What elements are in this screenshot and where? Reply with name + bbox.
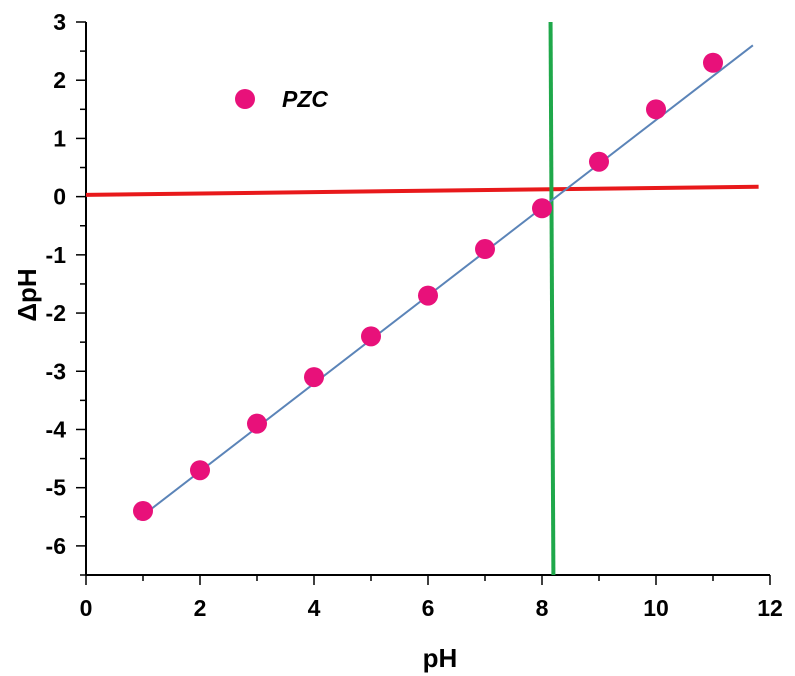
x-tick-label: 10 bbox=[643, 595, 669, 621]
x-tick-label: 8 bbox=[536, 595, 549, 621]
data-point bbox=[532, 198, 552, 219]
data-point bbox=[703, 52, 723, 73]
data-point bbox=[247, 413, 267, 434]
y-tick-label: 2 bbox=[53, 67, 66, 93]
y-tick-label: -6 bbox=[46, 533, 66, 559]
y-tick-label: 0 bbox=[53, 184, 66, 210]
legend-label: PZC bbox=[282, 86, 328, 112]
data-point bbox=[418, 285, 438, 306]
y-tick-label: -1 bbox=[46, 242, 67, 268]
y-tick-label: -5 bbox=[46, 475, 67, 501]
x-tick-label: 0 bbox=[80, 595, 93, 621]
data-point bbox=[190, 460, 210, 481]
horizontal-reference-line bbox=[85, 184, 759, 197]
data-point bbox=[589, 151, 609, 172]
x-axis-title: pH bbox=[423, 643, 458, 673]
y-tick-label: 3 bbox=[53, 9, 66, 35]
x-tick-label: 4 bbox=[308, 595, 321, 621]
legend-marker bbox=[235, 89, 255, 109]
y-axis-title: ΔpH bbox=[12, 268, 42, 321]
data-point bbox=[646, 99, 666, 120]
reference-lines bbox=[85, 21, 759, 576]
data-point bbox=[304, 367, 324, 388]
data-point bbox=[133, 500, 153, 521]
x-tick-label: 2 bbox=[194, 595, 207, 621]
data-point bbox=[475, 239, 495, 260]
fit-line bbox=[136, 44, 754, 521]
data-point bbox=[361, 326, 381, 347]
legend: PZC bbox=[235, 86, 328, 112]
y-tick-label: -2 bbox=[46, 300, 66, 326]
x-tick-label: 12 bbox=[757, 595, 783, 621]
x-tick-label: 6 bbox=[422, 595, 435, 621]
fit-line-group bbox=[136, 44, 754, 521]
y-tick-label: 1 bbox=[53, 125, 66, 151]
y-tick-label: -4 bbox=[46, 416, 67, 442]
vertical-reference-line bbox=[548, 21, 556, 576]
data-points bbox=[133, 52, 723, 521]
y-tick-label: -3 bbox=[46, 358, 66, 384]
